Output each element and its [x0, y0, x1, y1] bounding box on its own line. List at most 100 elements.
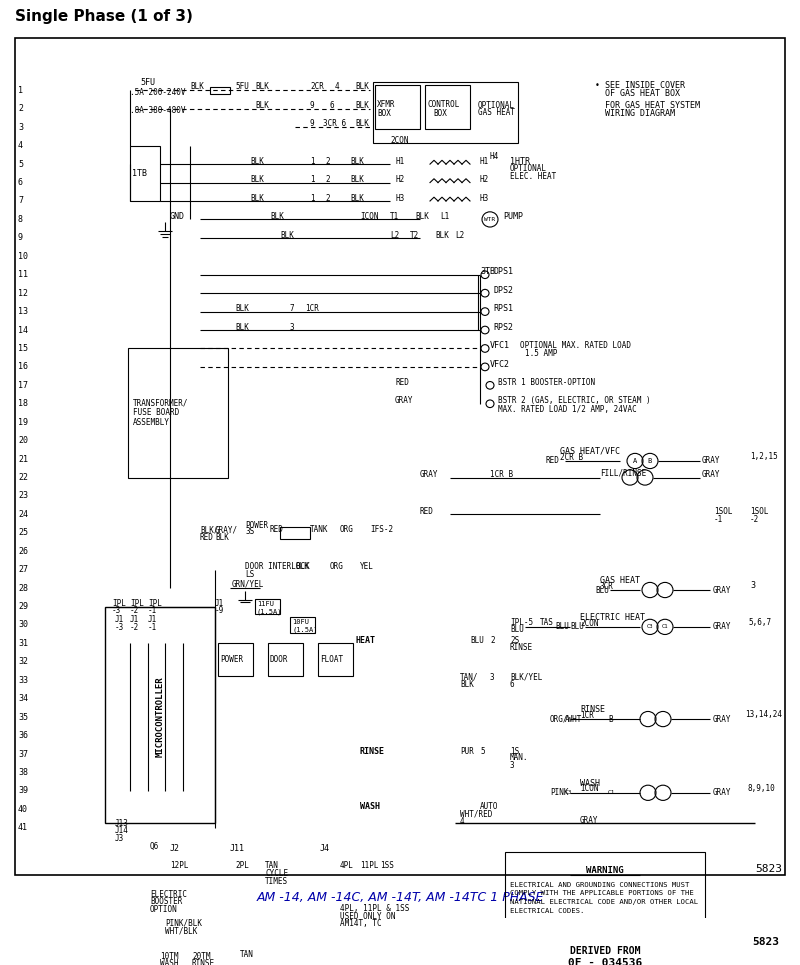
Text: DPS1: DPS1: [493, 267, 513, 276]
Text: IPL: IPL: [130, 599, 144, 608]
Text: IPL: IPL: [148, 599, 162, 608]
Text: NATIONAL ELECTRICAL CODE AND/OR OTHER LOCAL: NATIONAL ELECTRICAL CODE AND/OR OTHER LO…: [510, 899, 698, 905]
Text: H1: H1: [480, 156, 490, 166]
Text: 3: 3: [490, 673, 494, 682]
Text: 26: 26: [18, 547, 28, 556]
Text: 40: 40: [18, 805, 28, 813]
Text: FOR GAS HEAT SYSTEM: FOR GAS HEAT SYSTEM: [595, 101, 700, 110]
Text: 33: 33: [18, 676, 28, 685]
Text: 4PL: 4PL: [340, 862, 354, 870]
Text: 38: 38: [18, 768, 28, 777]
Text: 4: 4: [460, 817, 465, 826]
Text: -3: -3: [115, 623, 124, 632]
Text: ORG: ORG: [330, 563, 344, 571]
Text: 4PL, 11PL & 1SS: 4PL, 11PL & 1SS: [340, 904, 410, 913]
Text: -9: -9: [215, 606, 224, 615]
Text: WHT/BLK: WHT/BLK: [165, 926, 198, 935]
Text: 5823: 5823: [755, 864, 782, 873]
Text: 2CR B: 2CR B: [560, 453, 583, 461]
Text: AUTO: AUTO: [480, 802, 498, 811]
Text: WASH: WASH: [360, 802, 380, 811]
Text: 16: 16: [18, 363, 28, 372]
Text: A: A: [633, 458, 637, 464]
Text: ASSEMBLY: ASSEMBLY: [133, 418, 170, 427]
Text: 1: 1: [18, 86, 23, 95]
Text: J13: J13: [115, 818, 129, 828]
Text: MAX. RATED LOAD 1/2 AMP, 24VAC: MAX. RATED LOAD 1/2 AMP, 24VAC: [498, 405, 637, 414]
Text: 13,14,24: 13,14,24: [745, 710, 782, 719]
Text: 2: 2: [325, 194, 330, 203]
Text: 1TB: 1TB: [132, 169, 147, 178]
Text: 3S: 3S: [245, 527, 254, 537]
Bar: [218, 643, 253, 676]
Text: 10TM: 10TM: [160, 951, 178, 961]
Text: L1: L1: [440, 212, 450, 221]
Text: 2CON: 2CON: [580, 619, 598, 627]
Text: GRAY/: GRAY/: [215, 526, 238, 535]
Text: 5FU: 5FU: [141, 78, 155, 87]
Text: 1: 1: [310, 176, 314, 184]
Text: 35: 35: [18, 713, 28, 722]
Text: BLK: BLK: [355, 82, 369, 91]
Text: BLK: BLK: [190, 82, 204, 91]
Text: 6: 6: [330, 100, 334, 109]
Text: 6: 6: [18, 179, 23, 187]
Text: 20: 20: [18, 436, 28, 445]
Text: PINK/BLK: PINK/BLK: [165, 919, 202, 927]
Text: 2: 2: [325, 156, 330, 166]
Text: -3: -3: [112, 606, 122, 615]
Text: 1SOL: 1SOL: [750, 507, 769, 516]
Text: 3: 3: [750, 581, 755, 590]
Text: RINSE: RINSE: [360, 747, 385, 756]
Text: FLOAT: FLOAT: [320, 655, 343, 664]
Text: 3CR: 3CR: [600, 582, 614, 591]
Text: MICROCONTROLLER: MICROCONTROLLER: [155, 676, 165, 758]
Text: 2: 2: [490, 636, 494, 645]
Text: BLK: BLK: [295, 563, 309, 571]
Text: J4: J4: [320, 844, 330, 853]
Text: RINSE: RINSE: [580, 705, 605, 714]
Text: BLK: BLK: [355, 100, 369, 109]
Text: GAS HEAT: GAS HEAT: [600, 576, 640, 585]
Text: 9: 9: [18, 234, 23, 242]
Text: 23: 23: [18, 491, 28, 501]
Text: TAN/: TAN/: [460, 673, 478, 682]
Text: 25: 25: [18, 528, 28, 538]
Bar: [505, 851, 705, 927]
Text: GRN/YEL: GRN/YEL: [232, 580, 264, 589]
Text: BLK: BLK: [235, 322, 249, 332]
Text: BSTR 1 BOOSTER-OPTION: BSTR 1 BOOSTER-OPTION: [498, 378, 595, 387]
Bar: [280, 527, 310, 538]
Text: WTR: WTR: [484, 217, 496, 222]
Text: ELECTRICAL CODES.: ELECTRICAL CODES.: [510, 907, 584, 914]
Bar: [425, 85, 470, 129]
Text: 7: 7: [18, 197, 23, 206]
Text: J11: J11: [230, 844, 245, 853]
Text: DOOR: DOOR: [270, 655, 289, 664]
Text: VFC2: VFC2: [490, 360, 510, 369]
Bar: [255, 599, 280, 614]
Text: 41: 41: [18, 823, 28, 832]
Text: 6: 6: [510, 679, 514, 689]
Text: USED ONLY ON: USED ONLY ON: [340, 912, 395, 921]
Text: C3: C3: [565, 790, 573, 795]
Text: 12: 12: [18, 289, 28, 297]
Text: 19: 19: [18, 418, 28, 427]
Text: 10: 10: [18, 252, 28, 261]
Text: OPTION: OPTION: [150, 905, 178, 914]
Text: BLU: BLU: [595, 586, 609, 594]
Text: BLK: BLK: [415, 212, 429, 221]
Text: OPTIONAL: OPTIONAL: [478, 100, 515, 109]
Text: WASH: WASH: [580, 779, 600, 787]
Text: 13: 13: [18, 307, 28, 317]
Text: BLK: BLK: [255, 100, 269, 109]
Text: GRAY: GRAY: [702, 456, 721, 465]
Text: BLK: BLK: [280, 231, 294, 239]
Text: 24: 24: [18, 510, 28, 519]
Text: IPL: IPL: [112, 599, 126, 608]
Text: 4: 4: [335, 82, 340, 91]
Text: 3TB: 3TB: [480, 267, 495, 276]
Text: GRAY: GRAY: [713, 586, 731, 594]
Text: HEAT: HEAT: [355, 636, 375, 645]
Text: 4: 4: [18, 141, 23, 151]
